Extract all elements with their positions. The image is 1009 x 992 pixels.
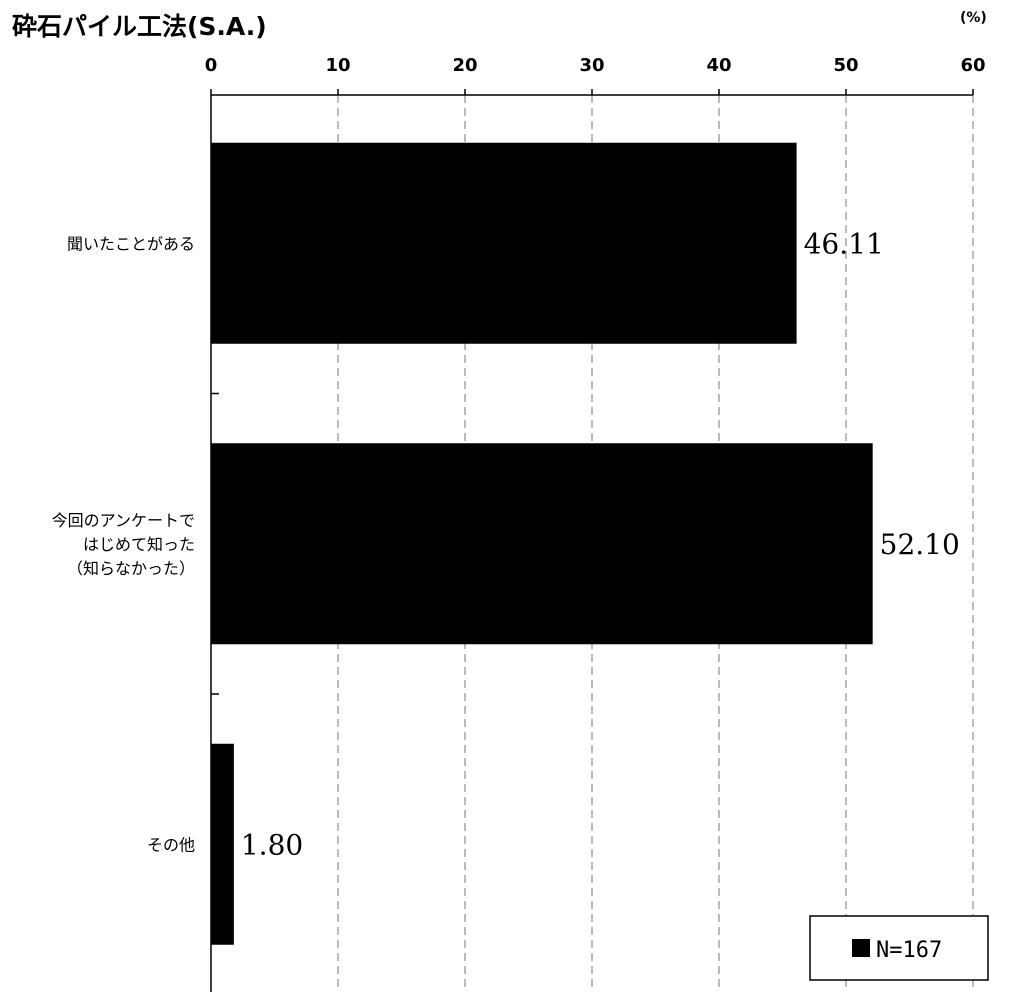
x-tick-label: 0 — [205, 55, 218, 76]
bars — [211, 142, 873, 945]
x-tick-label: 10 — [325, 55, 350, 76]
category-label: 聞いたことがある — [67, 234, 195, 253]
x-axis-tick-labels: 0 10 20 30 40 50 60 — [205, 55, 986, 76]
x-tick-label: 30 — [579, 55, 604, 76]
legend: N=167 — [809, 915, 989, 981]
legend-box — [809, 915, 989, 981]
value-label: 52.10 — [880, 528, 960, 561]
x-tick-label: 40 — [706, 55, 731, 76]
category-label: 今回のアンケートではじめて知った（知らなかった） — [52, 511, 195, 578]
x-tick-label: 20 — [452, 55, 477, 76]
legend-label: N=167 — [876, 938, 942, 963]
value-labels: 46.11 52.10 1.80 — [241, 227, 960, 861]
unit-label: (%) — [960, 10, 987, 26]
value-label: 46.11 — [804, 227, 884, 260]
bar — [211, 142, 797, 344]
axes — [210, 89, 974, 992]
category-label: その他 — [147, 835, 195, 854]
bar — [211, 443, 873, 645]
x-tick-label: 60 — [960, 55, 985, 76]
bar — [211, 743, 234, 945]
legend-swatch — [852, 939, 870, 957]
chart-title: 砕石パイル工法(S.A.) — [12, 12, 267, 41]
x-tick-label: 50 — [833, 55, 858, 76]
value-label: 1.80 — [241, 828, 303, 861]
